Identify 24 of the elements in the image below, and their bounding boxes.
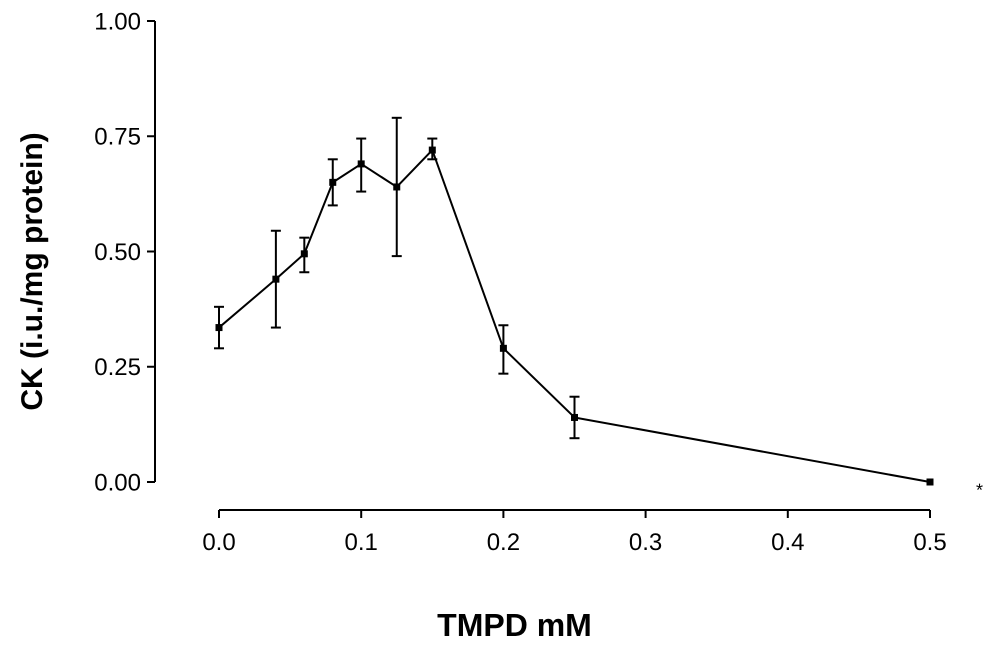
point	[428, 146, 436, 154]
text: *	[976, 480, 983, 500]
point	[272, 276, 280, 283]
x-tick-label: 0.1	[344, 529, 378, 556]
point	[300, 250, 308, 258]
x-tick-label: 0.3	[628, 529, 662, 556]
y-tick-label: 0.00	[94, 469, 141, 496]
x-tick-label: 0.5	[913, 529, 947, 556]
y-tick-label: 0.75	[94, 124, 141, 151]
point	[393, 183, 400, 190]
x-tick-label: 0.2	[486, 529, 520, 556]
x-tick-label: 0.0	[202, 529, 236, 556]
point	[571, 414, 578, 421]
x-tick-label: 0.4	[771, 529, 804, 556]
point	[500, 344, 507, 352]
point	[329, 178, 336, 186]
y-tick-label: 0.25	[94, 354, 141, 382]
y-axis-title: CK (i.u./mg protein)	[16, 132, 49, 411]
y-tick-label: 1.00	[94, 8, 141, 36]
x-axis-title: TMPD mM	[437, 607, 592, 643]
point	[358, 160, 365, 168]
y-tick-label: 0.50	[94, 238, 141, 266]
point	[216, 324, 222, 332]
point	[926, 478, 934, 486]
